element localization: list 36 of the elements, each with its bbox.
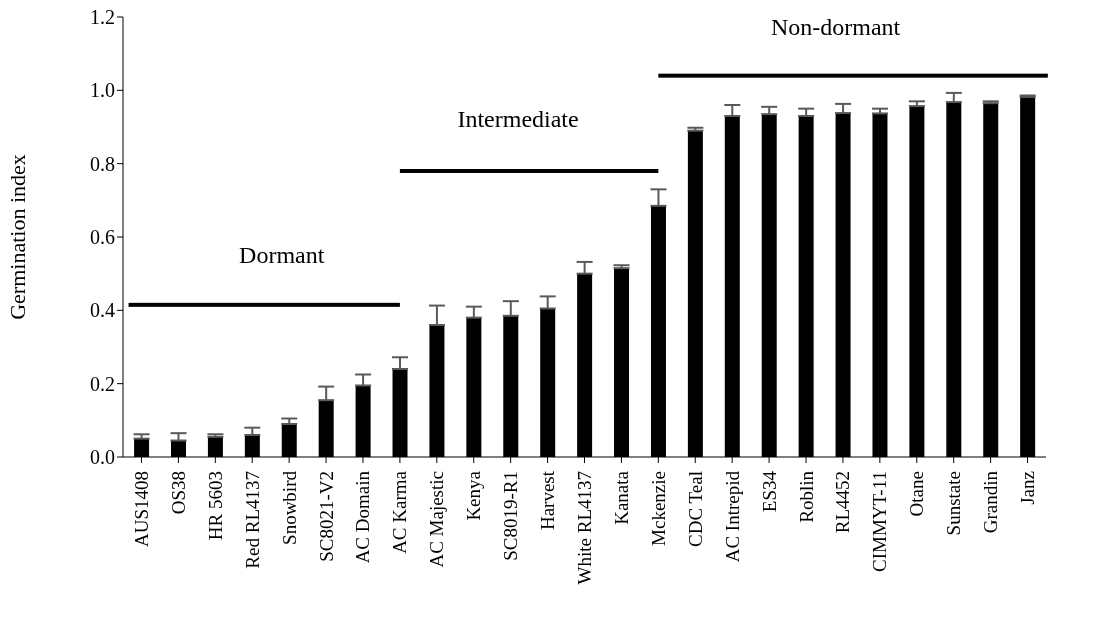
x-tick-label: Kenya <box>463 470 485 521</box>
annotation: Non-dormant <box>770 14 901 41</box>
x-tick-label: Mckenzie <box>647 471 669 546</box>
x-tick-label: RL4452 <box>832 471 854 534</box>
x-tick-label: AC Majestic <box>426 471 448 568</box>
x-tick-label: SC8019-R1 <box>500 471 522 561</box>
x-tick-label: OS38 <box>167 471 189 515</box>
x-tick-label: Snowbird <box>278 470 300 545</box>
x-tick-label: White RL4137 <box>574 471 595 585</box>
x-tick-label: AC Karma <box>389 470 411 554</box>
x-tick-label: Harvest <box>537 470 559 531</box>
x-tick-label: SC8021-V2 <box>315 471 337 562</box>
annotation: Dormant <box>239 241 325 268</box>
y-tick-label: 1.2 <box>90 6 115 29</box>
x-tick-label: AC Domain <box>352 470 374 564</box>
y-tick-label: 0.6 <box>90 226 115 249</box>
x-tick-label: Grandin <box>980 470 1002 534</box>
x-tick-label: Otane <box>906 471 928 517</box>
y-tick-label: 0.0 <box>90 446 115 469</box>
x-tick-label: Sunstate <box>943 471 965 536</box>
x-tick-label: HR 5603 <box>204 471 226 541</box>
annotation: Intermediate <box>457 106 579 132</box>
x-tick-label: Kanata <box>610 470 632 525</box>
x-tick-label: CDC Teal <box>684 471 706 547</box>
x-tick-label: AUS1408 <box>130 471 152 548</box>
x-tick-label: AC Intrepid <box>721 470 743 563</box>
x-tick-label: Roblin <box>795 470 817 523</box>
x-tick-label: Red RL4137 <box>241 471 263 569</box>
y-tick-label: 0.8 <box>90 152 115 175</box>
y-tick-label: 1.0 <box>90 79 115 102</box>
x-tick-label: CIMMYT-11 <box>869 471 891 572</box>
y-tick-label: 0.4 <box>90 299 115 322</box>
x-tick-label: ES34 <box>758 470 780 513</box>
y-axis-title: Germination index <box>4 154 30 320</box>
x-tick-label: Janz <box>1017 471 1039 505</box>
y-tick-label: 0.2 <box>90 372 115 395</box>
